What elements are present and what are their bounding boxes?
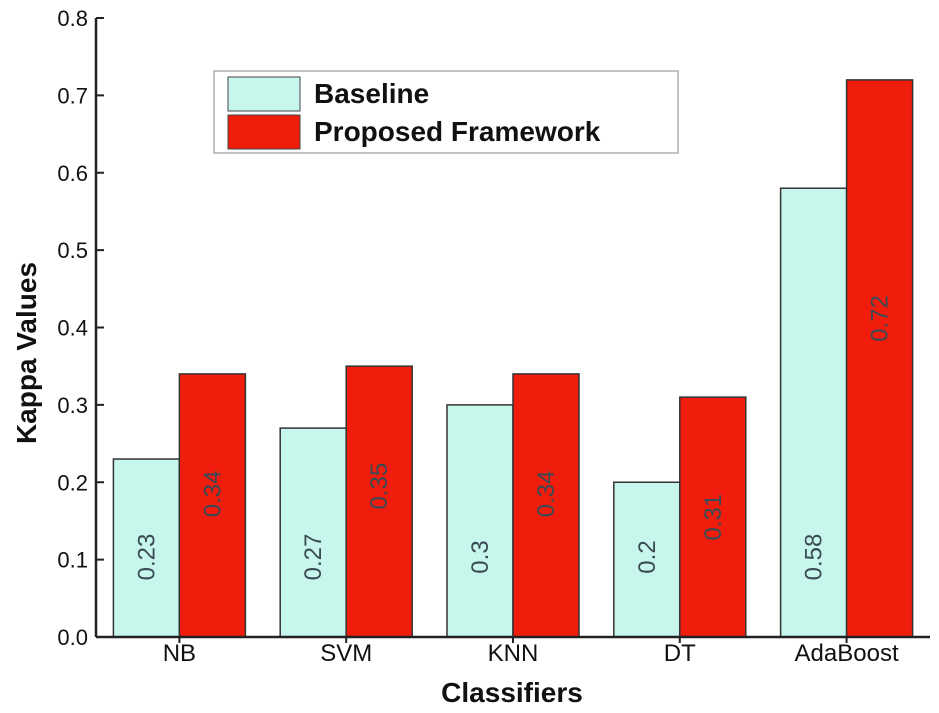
bar-proposed-knn (512, 373, 580, 638)
bar-value-label: 0.58 (801, 534, 828, 581)
bar-baseline-knn (446, 404, 514, 638)
bar-proposed-svm (345, 365, 413, 638)
bar-value-label: 0.34 (199, 471, 226, 518)
bar-proposed-dt (679, 396, 747, 638)
y-axis-ticks: 0.0 0.1 0.2 0.3 0.4 0.5 0.6 0.7 0.8 (57, 6, 104, 650)
y-axis-title: Kappa Values (11, 262, 42, 444)
bar-baseline-adaboost (779, 187, 848, 638)
bar-value-label: 0.31 (700, 494, 727, 541)
y-tick-label: 0.1 (57, 548, 88, 573)
y-tick-label: 0.0 (57, 625, 88, 650)
legend-swatch-proposed (227, 114, 301, 150)
legend: Baseline Proposed Framework (213, 70, 679, 154)
legend-swatch-baseline (227, 76, 301, 112)
y-tick-label: 0.6 (57, 161, 88, 186)
bar-value-label: 0.23 (133, 534, 160, 581)
legend-label-proposed: Proposed Framework (314, 116, 601, 147)
bar-baseline-nb (112, 458, 181, 638)
bars-group (112, 79, 914, 638)
bar-proposed-adaboost (845, 79, 914, 638)
x-tick-label: NB (163, 640, 196, 667)
bar-proposed-nb (178, 373, 247, 638)
legend-label-baseline: Baseline (314, 78, 429, 109)
x-tick-label: SVM (320, 640, 372, 667)
x-tick-label: DT (664, 640, 696, 667)
y-tick-label: 0.8 (57, 6, 88, 31)
y-tick-label: 0.3 (57, 393, 88, 418)
bar-value-label: 0.27 (300, 534, 327, 581)
y-tick-label: 0.2 (57, 470, 88, 495)
bar-value-label: 0.34 (533, 471, 560, 518)
bar-value-label: 0.3 (467, 540, 494, 573)
bar-baseline-svm (279, 427, 347, 638)
bar-baseline-dt (613, 481, 681, 638)
y-tick-label: 0.4 (57, 316, 88, 341)
axes (94, 18, 930, 639)
y-tick-label: 0.7 (57, 83, 88, 108)
bar-labels-group: 0.23 0.34 0.27 0.35 0.3 0.34 0.2 0.31 0.58 0.72 (133, 295, 893, 580)
y-tick-label: 0.5 (57, 238, 88, 263)
bar-value-label: 0.35 (366, 463, 393, 510)
bar-value-label: 0.72 (867, 295, 894, 342)
x-tick-label: AdaBoost (795, 640, 899, 667)
bar-value-label: 0.2 (634, 540, 661, 573)
x-axis-title: Classifiers (441, 677, 583, 708)
x-tick-label: KNN (488, 640, 539, 667)
x-axis-ticks: NB SVM KNN DT AdaBoost (163, 637, 899, 667)
